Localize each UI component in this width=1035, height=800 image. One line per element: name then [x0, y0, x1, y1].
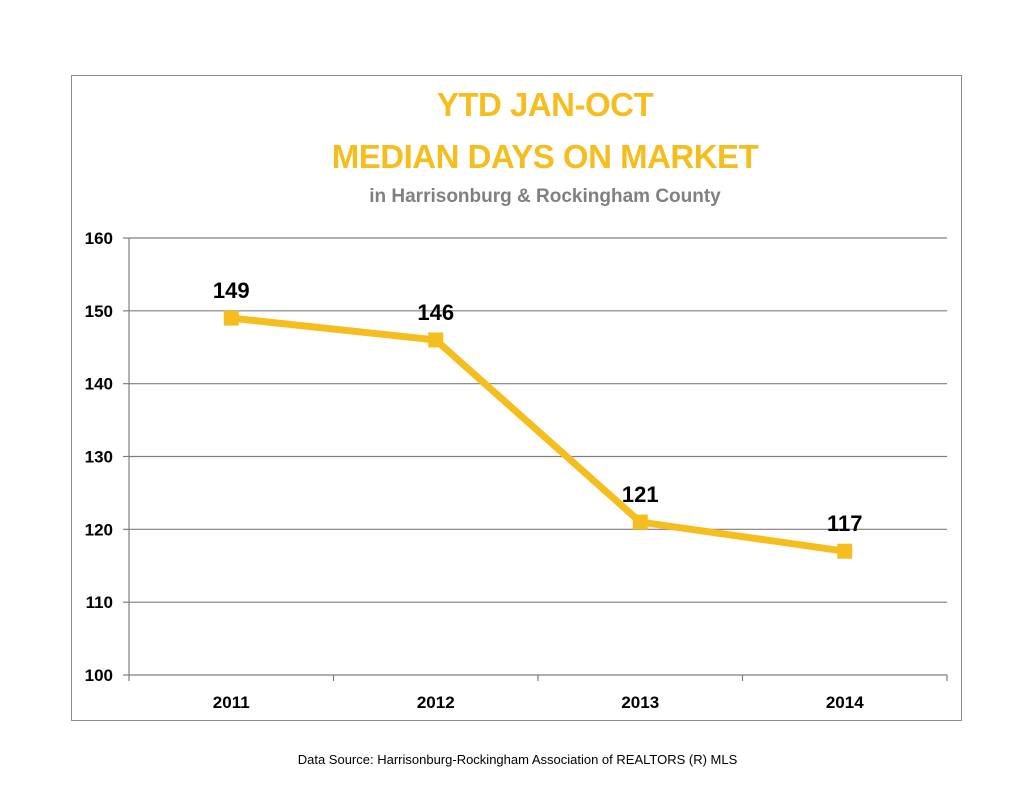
data-point-2013: [632, 514, 648, 530]
y-tick-label: 140: [85, 375, 113, 394]
series-line: [227, 314, 849, 555]
x-tick-label: 2014: [826, 693, 864, 712]
data-label-2011: 149: [213, 278, 250, 303]
series-line-path: [227, 314, 849, 555]
x-axis-tick-labels: 2011 2012 2013 2014: [213, 693, 864, 712]
y-tick-label: 130: [85, 448, 113, 467]
chart-title-line-2: MEDIAN DAYS ON MARKET: [332, 138, 759, 175]
data-source-note: Data Source: Harrisonburg-Rockingham Ass…: [297, 752, 738, 767]
y-tick-label: 160: [85, 229, 113, 248]
y-tick-label: 110: [86, 593, 113, 612]
chart-title-line-1: YTD JAN-OCT: [437, 86, 654, 123]
data-labels: 149 146 121 117: [213, 278, 863, 536]
y-tick-label: 100: [85, 666, 113, 685]
y-axis-tick-labels: 100 110 120 130 140 150 160: [85, 229, 113, 685]
axes: [128, 238, 948, 681]
data-label-2013: 121: [622, 482, 659, 507]
data-label-2014: 117: [827, 511, 863, 536]
chart-title: YTD JAN-OCT MEDIAN DAYS ON MARKET in Har…: [332, 86, 759, 207]
y-tick-label: 150: [85, 302, 113, 321]
gridlines: [123, 237, 947, 676]
x-tick-label: 2011: [213, 693, 250, 712]
data-label-2012: 146: [417, 300, 454, 325]
data-point-2012: [428, 332, 444, 348]
x-tick-label: 2013: [621, 693, 659, 712]
data-point-2011: [223, 310, 239, 326]
series-markers: [223, 310, 853, 559]
x-tick-label: 2012: [417, 693, 455, 712]
chart-subtitle: in Harrisonburg & Rockingham County: [369, 186, 721, 207]
chart-frame: [71, 75, 962, 721]
y-tick-label: 120: [85, 520, 113, 539]
data-point-2014: [837, 543, 853, 559]
